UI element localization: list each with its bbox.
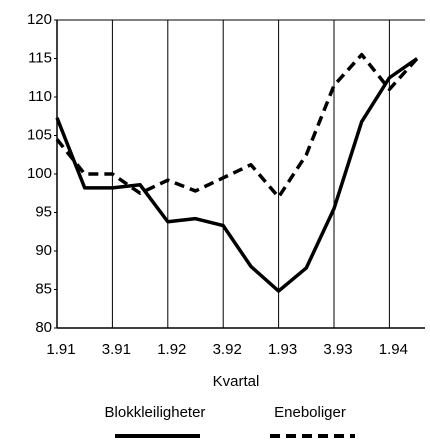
x-tick-label: 1.91 <box>46 341 75 358</box>
y-tick-label: 100 <box>27 165 52 182</box>
data-line <box>55 57 419 293</box>
y-tick-label: 90 <box>35 242 52 259</box>
x-tick-label: 3.92 <box>213 341 242 358</box>
x-axis-label: Kvartal <box>213 373 260 390</box>
x-tick-label: 3.93 <box>323 341 352 358</box>
y-tick-label: 110 <box>28 88 52 105</box>
y-tick-label: 80 <box>35 319 52 336</box>
y-tick-label: 95 <box>35 203 52 220</box>
y-tick-label: 85 <box>35 280 52 297</box>
data-line <box>55 52 419 199</box>
y-tick-label: 105 <box>27 126 52 143</box>
x-tick-label: 1.94 <box>379 341 408 358</box>
y-tick-label: 120 <box>27 11 52 28</box>
legend-label: Eneboliger <box>274 404 346 421</box>
y-tick-label: 115 <box>28 49 52 66</box>
x-tick-label: 3.91 <box>102 341 131 358</box>
x-tick-label: 1.92 <box>157 341 186 358</box>
legend-label: Blokkleiligheter <box>105 404 206 421</box>
x-tick-label: 1.93 <box>268 341 297 358</box>
